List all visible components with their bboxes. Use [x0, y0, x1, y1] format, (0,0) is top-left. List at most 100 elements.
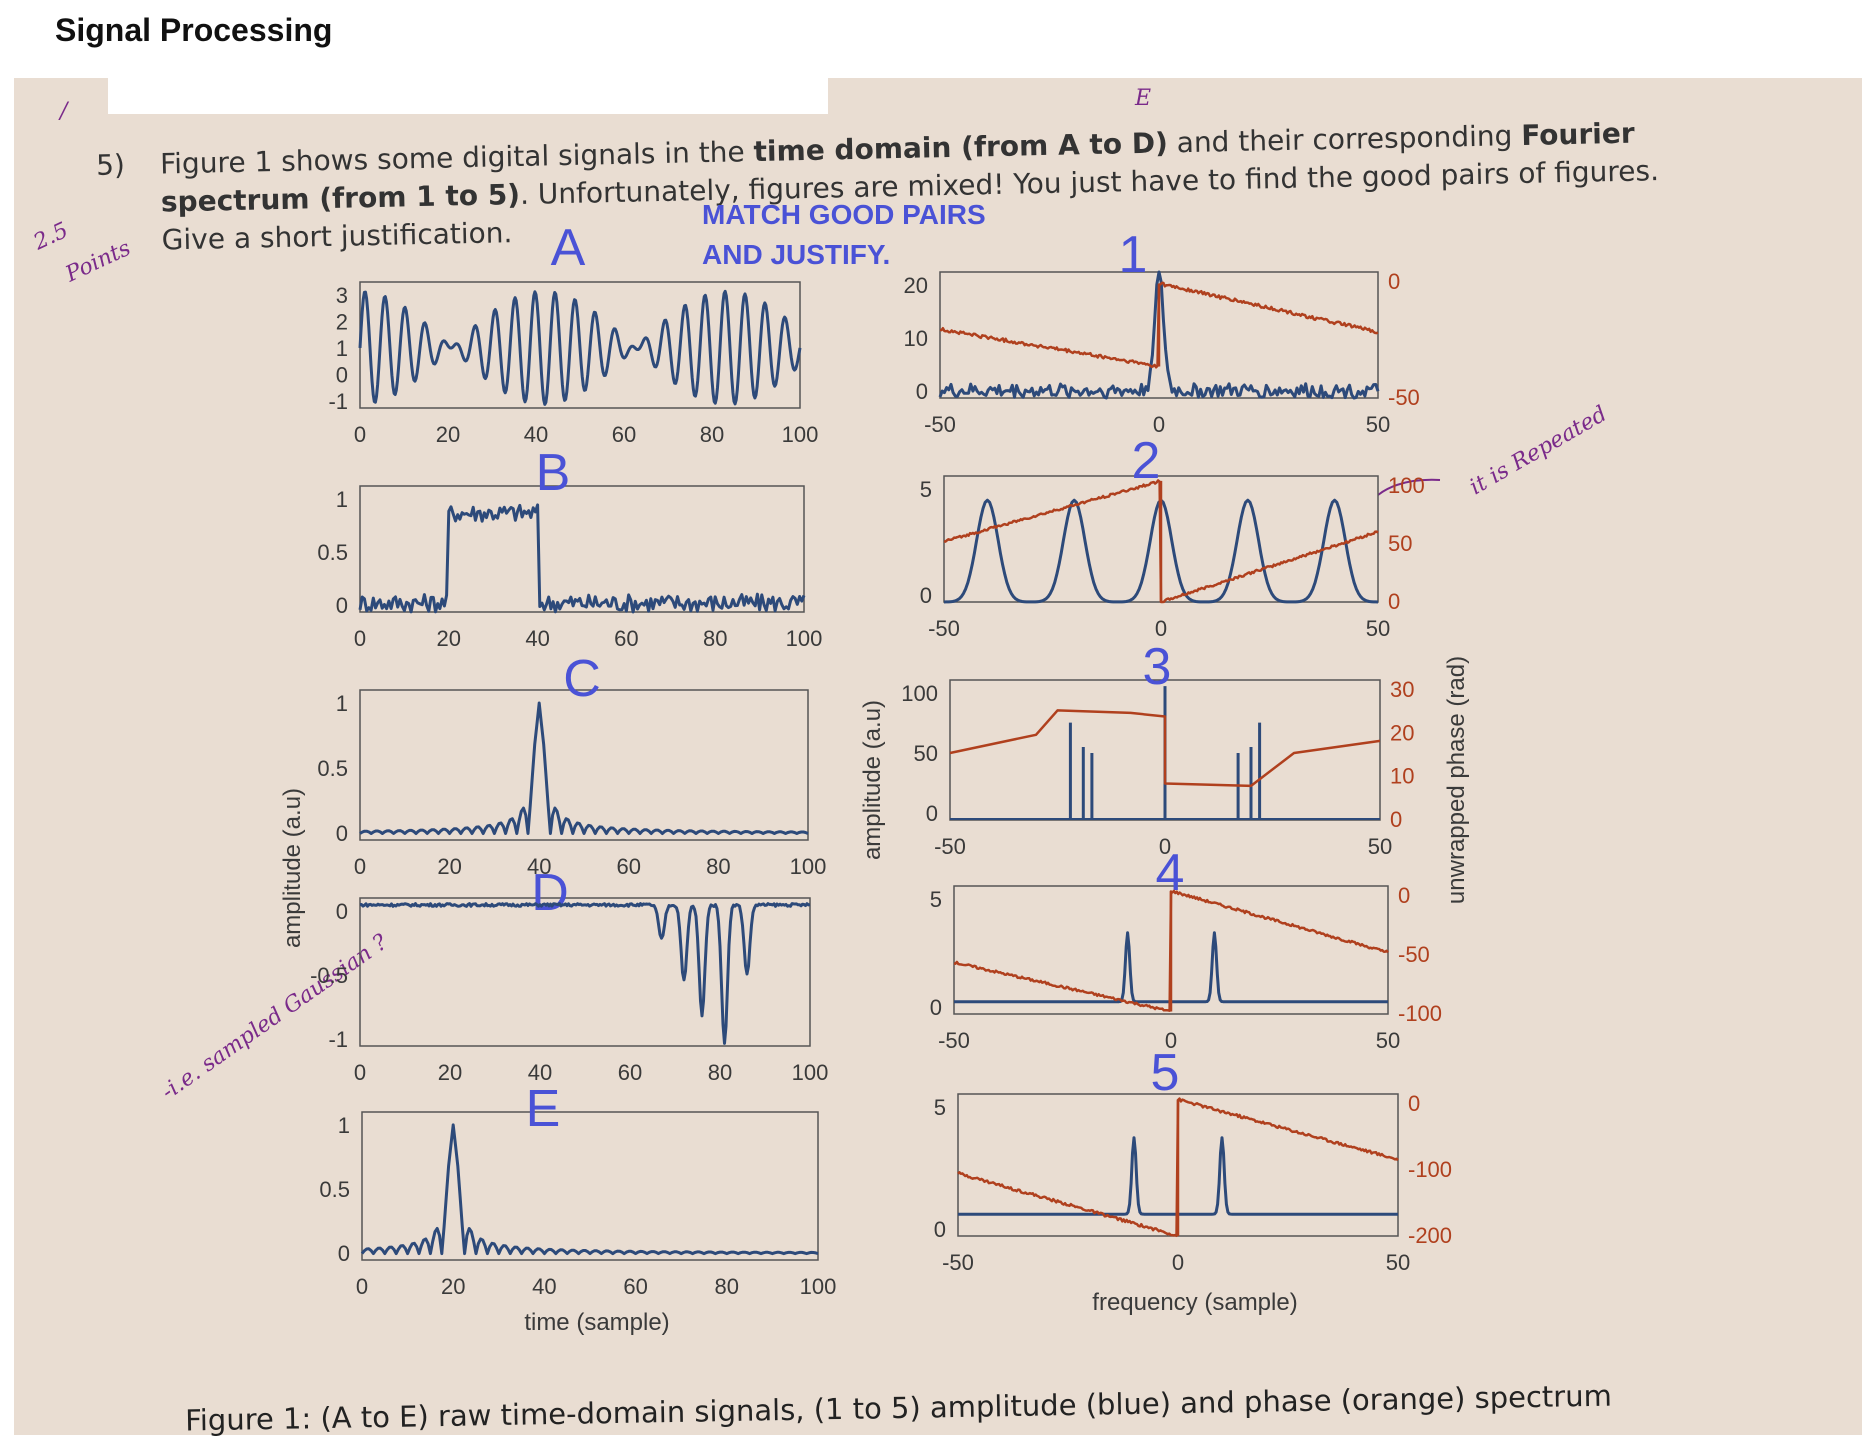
phase-tick-label: 0	[1390, 807, 1402, 832]
x-tick-label: 80	[700, 422, 724, 447]
x-tick-label: 0	[1172, 1250, 1184, 1275]
y-tick-label: 0	[920, 583, 932, 608]
y-tick-label: 1	[336, 691, 348, 716]
x-tick-label: -50	[934, 834, 966, 859]
x-tick-label: 60	[617, 854, 641, 879]
signal-series-E	[360, 1123, 819, 1256]
plot-frame-4	[953, 885, 1389, 1015]
x-tick-label: 40	[527, 854, 551, 879]
signal-series-D	[359, 902, 811, 1045]
x-tick-label: 0	[1153, 412, 1165, 437]
x-tick-label: 100	[790, 854, 827, 879]
phase-tick-label: 0	[1388, 269, 1400, 294]
margin-points: Points	[61, 236, 135, 288]
y-tick-label: 2	[336, 310, 348, 335]
y-tick-label: 0.5	[317, 756, 348, 781]
question-text: 5) Figure 1 shows some digital signals i…	[96, 117, 1659, 257]
y-tick-label: -1	[328, 1027, 348, 1052]
y-tick-label: 0	[934, 1217, 946, 1242]
x-tick-label: 50	[1368, 834, 1392, 859]
phase-tick-label: -50	[1388, 385, 1420, 410]
repeated-arrow	[1377, 478, 1441, 496]
instruction-line-1: MATCH GOOD PAIRS	[702, 199, 986, 230]
x-tick-label: 0	[354, 854, 366, 879]
phase-ylabel: unwrapped phase (rad)	[1443, 656, 1470, 904]
x-tick-label: 20	[436, 422, 460, 447]
y-tick-label: 0	[926, 801, 938, 826]
x-tick-label: 20	[441, 1274, 465, 1299]
x-tick-label: 80	[706, 854, 730, 879]
y-tick-label: 0	[336, 363, 348, 388]
x-tick-label: 40	[525, 626, 549, 651]
plot-frame-E	[361, 1111, 819, 1261]
signal-series-A	[358, 289, 802, 406]
y-tick-label: -0.5	[310, 963, 348, 988]
phase-tick-label: 100	[1388, 473, 1425, 498]
y-tick-label: 0.5	[317, 540, 348, 565]
phase-tick-label: 50	[1388, 531, 1412, 556]
y-tick-label: 5	[930, 887, 942, 912]
phase-tick-label: 0	[1408, 1091, 1420, 1116]
phase-tick-label: -50	[1398, 942, 1430, 967]
plot-frame-B	[359, 485, 805, 613]
x-tick-label: 20	[437, 626, 461, 651]
signal-series-B	[358, 503, 806, 614]
instruction-line-2: AND JUSTIFY.	[702, 239, 890, 270]
x-tick-label: 0	[1165, 1028, 1177, 1053]
x-tick-label: 50	[1366, 412, 1390, 437]
x-tick-label: 0	[356, 1274, 368, 1299]
note-repeated: it is Repeated	[1466, 402, 1612, 501]
x-tick-label: 0	[354, 626, 366, 651]
phase-series-3	[949, 709, 1381, 788]
y-tick-label: 1	[338, 1113, 350, 1138]
x-tick-label: 100	[792, 1060, 829, 1085]
plot-label-A: A	[551, 219, 586, 277]
y-tick-label: 5	[934, 1095, 946, 1120]
x-tick-label: 100	[786, 626, 823, 651]
plot-label-B: B	[536, 444, 571, 502]
freq-xlabel: frequency (sample)	[1092, 1289, 1297, 1316]
x-tick-label: 100	[800, 1274, 837, 1299]
exam-paper	[14, 78, 1862, 1435]
x-tick-label: 20	[437, 854, 461, 879]
phase-tick-label: -100	[1408, 1157, 1452, 1182]
y-tick-label: 0	[336, 593, 348, 618]
x-tick-label: 60	[614, 626, 638, 651]
x-tick-label: 60	[618, 1060, 642, 1085]
question-line-1: Figure 1 shows some digital signals in t…	[160, 117, 1635, 181]
plot-C: 0 20 40 60 80 100 1 0.5 0 C	[317, 650, 826, 879]
y-tick-label: 0	[930, 995, 942, 1020]
plot-label-2: 2	[1132, 432, 1161, 490]
x-tick-label: 50	[1366, 616, 1390, 641]
question-line-3: Give a short justification.	[161, 216, 512, 256]
y-tick-label: 0	[336, 821, 348, 846]
plot-label-D: D	[531, 864, 569, 922]
phase-tick-label: 0	[1388, 589, 1400, 614]
plot-D: 0 20 40 60 80 100 0 -0.5 -1 D	[310, 864, 828, 1085]
plot-label-1: 1	[1119, 226, 1148, 284]
x-tick-label: 80	[708, 1060, 732, 1085]
x-tick-label: 0	[354, 422, 366, 447]
y-tick-label: 100	[901, 681, 938, 706]
question-line-1-bold: time domain (from A to D)	[753, 126, 1168, 168]
phase-tick-label: 10	[1390, 764, 1414, 789]
plot-label-E: E	[526, 1080, 561, 1138]
y-tick-label: 1	[336, 336, 348, 361]
x-tick-label: 80	[703, 626, 727, 651]
x-tick-label: 40	[528, 1060, 552, 1085]
phase-tick-label: 20	[1390, 720, 1414, 745]
redaction-mask	[108, 78, 828, 114]
page-title: Signal Processing	[55, 12, 333, 48]
x-tick-label: 60	[623, 1274, 647, 1299]
plot-label-3: 3	[1143, 638, 1172, 696]
x-tick-label: 0	[354, 1060, 366, 1085]
plot-label-C: C	[563, 650, 601, 708]
x-tick-label: 80	[715, 1274, 739, 1299]
question-line-1-post: and their corresponding	[1167, 119, 1521, 159]
question-line-1-pre: Figure 1 shows some digital signals in t…	[160, 135, 754, 180]
y-tick-label: 1	[336, 487, 348, 512]
